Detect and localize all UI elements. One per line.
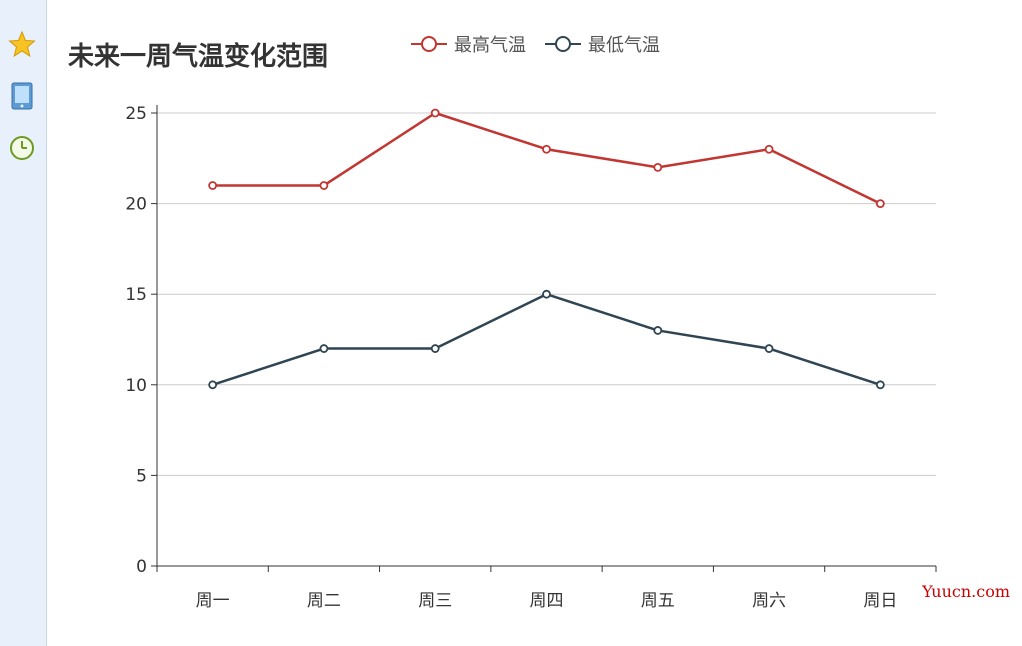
chart-legend: 最高气温 最低气温 [410,30,660,58]
data-point-max [653,162,663,172]
legend-label-max: 最高气温 [454,35,526,56]
y-tick-label: 15 [125,285,147,305]
data-point-max [542,144,551,154]
legend-label-min: 最低气温 [588,35,660,56]
data-point-min [764,344,774,353]
tablet-icon-graphic [11,82,33,110]
x-tick-label: 周二 [307,591,341,611]
watermark: Yuucn.com [922,582,1010,601]
data-point-min [430,344,440,353]
data-point-min [542,289,551,299]
y-tick-label: 5 [136,466,147,486]
y-tick-label: 20 [125,195,147,215]
star-icon-graphic [8,30,36,58]
x-tick-label: 周日 [863,591,897,611]
x-tick-label: 周五 [641,591,675,611]
left-toolbar [0,0,47,646]
data-point-min [208,380,218,390]
series-line-max [212,111,881,205]
tablet-icon[interactable] [6,80,38,112]
data-point-max [430,108,440,118]
legend-item-min[interactable]: 最低气温 [544,31,660,57]
y-tick-label: 0 [136,557,147,577]
x-tick-label: 周四 [530,591,564,611]
chart-title: 未来一周气温变化范围 [68,42,329,72]
data-point-max [875,199,885,209]
clock-icon[interactable] [6,132,38,164]
legend-line-marker-icon [545,36,581,52]
x-tick-label: 周六 [752,591,786,611]
y-tick-label: 10 [125,376,147,396]
x-tick-label: 周一 [196,591,230,611]
legend-item-max[interactable]: 最高气温 [410,31,526,57]
y-tick-label: 25 [125,104,147,124]
data-point-max [319,181,329,190]
series-line-min [212,292,881,386]
data-point-min [653,326,663,335]
data-point-max [208,181,218,190]
data-point-min [875,380,885,390]
x-tick-label: 周三 [418,591,452,611]
legend-line-marker-icon [411,36,447,52]
star-icon[interactable] [6,28,38,60]
data-point-min [319,344,329,353]
clock-icon-graphic [10,136,34,160]
data-point-max [764,144,774,154]
